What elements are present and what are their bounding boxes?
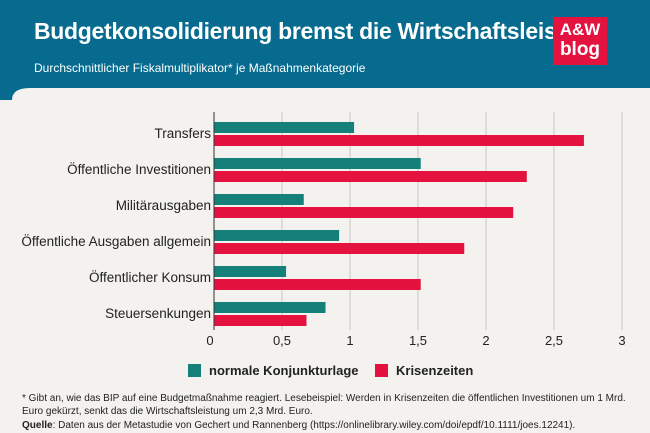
bar-crisis bbox=[214, 243, 465, 254]
category-label: Öffentlicher Konsum bbox=[89, 270, 211, 285]
logo-line-aw: A&W bbox=[559, 20, 601, 39]
category-label: Öffentliche Ausgaben allgemein bbox=[21, 234, 211, 249]
source-text: : Daten aus der Metastudie von Gechert u… bbox=[52, 420, 576, 431]
x-tick-label: 2,5 bbox=[545, 333, 563, 348]
legend-item-crisis: Krisenzeiten bbox=[375, 359, 473, 381]
bar-normal bbox=[214, 266, 287, 277]
x-tick-label: 0 bbox=[206, 333, 213, 348]
bar-normal bbox=[214, 302, 326, 313]
x-tick-label: 3 bbox=[618, 333, 625, 348]
bar-chart: Transfers Öffentliche Investitionen Militä… bbox=[21, 112, 626, 348]
x-tick-label: 1 bbox=[346, 333, 353, 348]
bar-crisis bbox=[214, 135, 584, 146]
bar-crisis bbox=[214, 279, 421, 290]
footnote: * Gibt an, wie das BIP auf eine Budgetma… bbox=[22, 393, 626, 417]
legend-swatch-normal bbox=[188, 363, 201, 377]
category-label: Öffentliche Investitionen bbox=[67, 162, 211, 177]
bar-normal bbox=[214, 230, 340, 241]
x-tick-label: 1,5 bbox=[409, 333, 427, 348]
category-label: Transfers bbox=[154, 126, 211, 141]
category-label: Militärausgaben bbox=[116, 198, 211, 213]
legend: normale Konjunkturlage Krisenzeiten bbox=[0, 359, 650, 381]
header-banner bbox=[0, 0, 650, 100]
bar-normal bbox=[214, 158, 421, 169]
legend-item-normal: normale Konjunkturlage bbox=[188, 359, 359, 381]
logo-line-blog: blog bbox=[559, 39, 601, 60]
bars bbox=[214, 122, 584, 326]
x-tick-label: 2 bbox=[482, 333, 489, 348]
header-background bbox=[0, 0, 650, 100]
aw-blog-logo: A&W blog bbox=[553, 17, 607, 65]
bar-normal bbox=[214, 122, 355, 133]
legend-swatch-crisis bbox=[375, 363, 388, 377]
category-label: Steuersenkungen bbox=[105, 306, 211, 321]
source-note: Quelle: Daten aus der Metastudie von Gec… bbox=[22, 419, 632, 432]
source-label: Quelle bbox=[22, 420, 53, 431]
chart-subtitle: Durchschnittlicher Fiskalmultiplikator* … bbox=[34, 61, 366, 75]
bar-normal bbox=[214, 194, 304, 205]
bar-crisis bbox=[214, 207, 514, 218]
legend-label-crisis: Krisenzeiten bbox=[396, 362, 474, 378]
legend-label-normal: normale Konjunkturlage bbox=[209, 362, 359, 378]
category-labels: Transfers Öffentliche Investitionen Militä… bbox=[21, 126, 211, 321]
gridlines bbox=[281, 112, 623, 330]
chart-title: Budgetkonsolidierung bremst die Wirtscha… bbox=[34, 18, 606, 44]
bar-crisis bbox=[214, 171, 527, 182]
x-tick-label: 0,5 bbox=[273, 333, 291, 348]
tick-labels: 0 0,5 1 1,5 2 2,5 3 bbox=[206, 333, 625, 348]
bar-crisis bbox=[214, 315, 307, 326]
